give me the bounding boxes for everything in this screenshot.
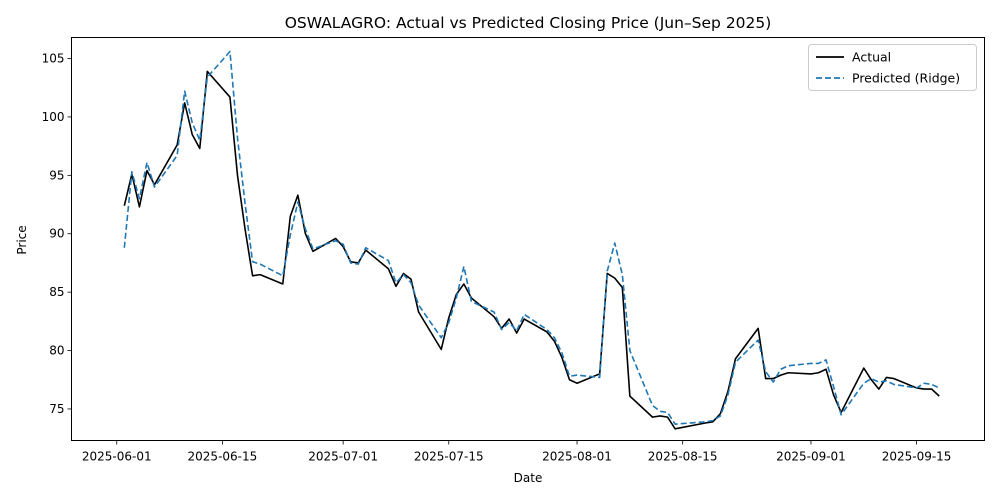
y-tick-label: 100 [42,110,65,124]
x-tick-label: 2025-08-15 [648,450,718,464]
y-tick-label: 105 [42,52,65,66]
y-tick-label: 75 [49,402,64,416]
series-line-actual [123,70,940,430]
legend: Actual Predicted (Ridge) [808,44,977,91]
chart-title: OSWALAGRO: Actual vs Predicted Closing P… [285,14,772,32]
x-tick-label: 2025-08-01 [542,450,612,464]
y-tick-label: 95 [49,168,64,182]
y-axis-title: Price [15,225,29,254]
x-tick-label: 2025-09-15 [882,450,952,464]
y-tick-label: 80 [49,344,64,358]
y-tick-label: 85 [49,285,64,299]
series-line-predicted [123,50,940,425]
x-tick-label: 2025-07-15 [414,450,484,464]
x-axis-title: Date [514,471,543,485]
legend-label-actual: Actual [852,50,891,65]
plot-area [123,50,940,430]
legend-box [808,44,977,91]
legend-label-predicted: Predicted (Ridge) [852,71,960,86]
x-tick-label: 2025-06-01 [82,450,152,464]
plot-frame [71,37,985,441]
x-axis: 2025-06-01 2025-06-15 2025-07-01 2025-07-15… [82,440,952,464]
x-tick-label: 2025-06-15 [188,450,258,464]
y-axis: 75 80 85 90 95 100 105 [42,52,72,416]
y-tick-label: 90 [49,227,64,241]
x-tick-label: 2025-09-01 [776,450,846,464]
x-tick-label: 2025-07-01 [308,450,378,464]
